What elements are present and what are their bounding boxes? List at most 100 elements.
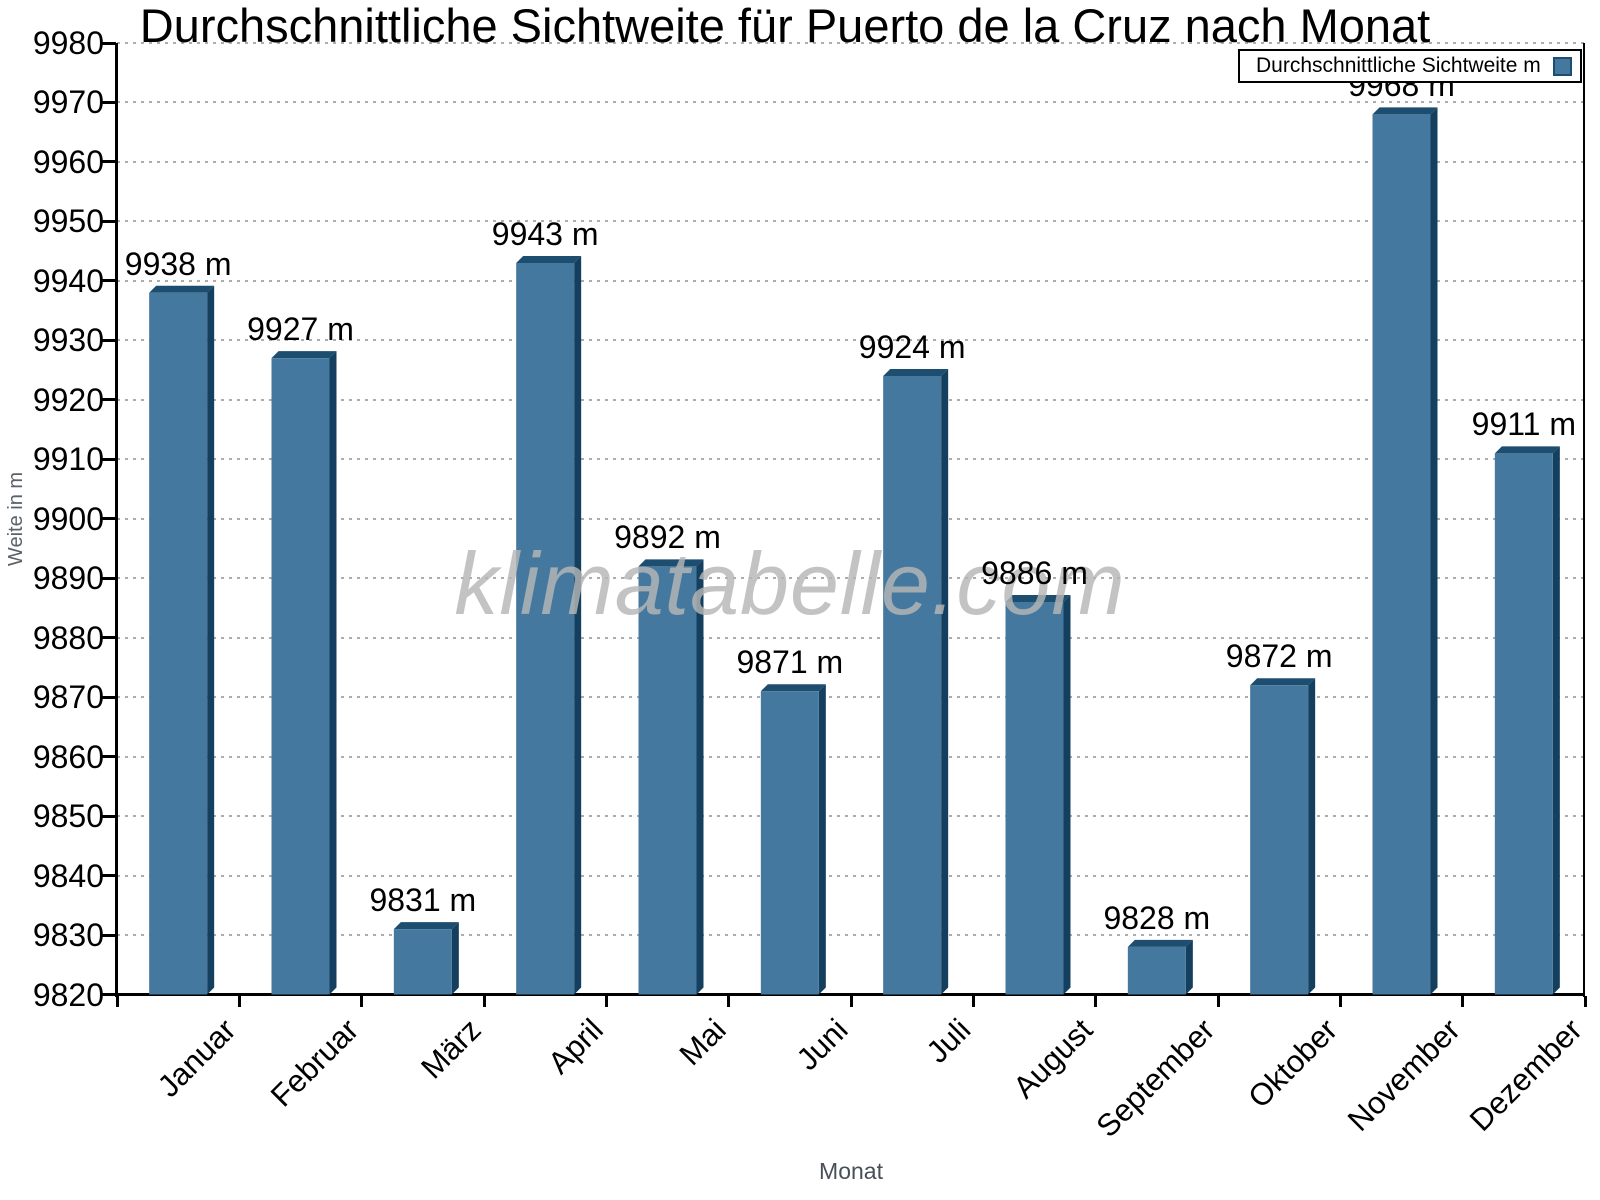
bar-front-face xyxy=(1372,114,1431,995)
gridline-9950 xyxy=(117,220,1585,223)
bar-front-face xyxy=(1250,685,1309,995)
bar-top-face xyxy=(760,684,826,692)
bar-value-label-marz: 9831 m xyxy=(369,882,477,919)
gridline-9930 xyxy=(117,339,1585,342)
bar-top-face xyxy=(271,351,337,359)
x-tick-4 xyxy=(604,996,608,1007)
plot-right-border xyxy=(1583,43,1585,997)
y-tick-9840 xyxy=(102,874,116,878)
bar-side-face xyxy=(1430,107,1438,995)
y-tick-9910 xyxy=(102,457,116,461)
bar-side-face xyxy=(1185,939,1193,995)
legend: Durchschnittliche Sichtweite m xyxy=(1238,49,1582,83)
bar-top-face xyxy=(1372,107,1438,115)
gridline-9900 xyxy=(117,517,1585,520)
bar-front-face xyxy=(1127,946,1186,995)
x-tick-label-februar: Februar xyxy=(263,1012,366,1114)
bar-value-label-mai: 9892 m xyxy=(614,519,721,556)
y-tick-label-9920: 9920 xyxy=(32,381,104,418)
bar-value-label-januar: 9938 m xyxy=(124,245,232,282)
x-tick-label-juli: Juli xyxy=(919,1012,977,1070)
y-tick-label-9980: 9980 xyxy=(32,25,104,61)
x-tick-label-september: September xyxy=(1089,1012,1222,1144)
bar-front-face xyxy=(393,929,452,995)
x-tick-label-oktober: Oktober xyxy=(1241,1012,1344,1115)
y-tick-9860 xyxy=(102,755,116,759)
gridline-9860 xyxy=(117,755,1585,758)
y-tick-9880 xyxy=(102,636,116,640)
x-tick-7 xyxy=(971,996,975,1007)
bar-value-label-februar: 9927 m xyxy=(247,311,354,348)
y-tick-label-9870: 9870 xyxy=(32,679,104,716)
x-tick-11 xyxy=(1461,996,1465,1007)
x-tick-label-juni: Juni xyxy=(789,1012,855,1077)
y-tick-label-9820: 9820 xyxy=(32,976,104,1013)
y-tick-label-9890: 9890 xyxy=(32,560,104,597)
x-tick-0 xyxy=(115,996,119,1007)
y-tick-label-9960: 9960 xyxy=(32,143,104,180)
y-tick-label-9860: 9860 xyxy=(32,738,104,775)
bar-januar xyxy=(149,285,215,995)
bar-value-label-oktober: 9872 m xyxy=(1225,638,1333,675)
y-tick-9890 xyxy=(102,576,116,580)
y-tick-label-9950: 9950 xyxy=(32,203,104,240)
bar-value-label-dezember: 9911 m xyxy=(1471,406,1576,443)
y-tick-9930 xyxy=(102,338,116,342)
y-tick-9950 xyxy=(102,219,116,223)
bar-top-face xyxy=(883,369,949,377)
bar-dezember xyxy=(1494,446,1560,995)
x-tick-label-marz: März xyxy=(414,1012,488,1086)
y-tick-label-9850: 9850 xyxy=(32,798,104,835)
x-tick-2 xyxy=(360,996,364,1007)
bar-top-face xyxy=(1250,678,1316,686)
gridline-9880 xyxy=(117,636,1585,639)
chart-title: Durchschnittliche Sichtweite für Puerto … xyxy=(139,0,1431,52)
y-tick-label-9970: 9970 xyxy=(32,84,104,121)
x-tick-6 xyxy=(849,996,853,1007)
bar-side-face xyxy=(574,256,582,995)
bar-september xyxy=(1127,939,1193,995)
bar-side-face xyxy=(818,684,826,995)
bar-juni xyxy=(760,684,826,995)
y-tick-label-9940: 9940 xyxy=(32,262,104,299)
x-tick-label-august: August xyxy=(1006,1012,1100,1105)
y-tick-9960 xyxy=(102,160,116,164)
x-tick-1 xyxy=(237,996,241,1007)
bar-marz xyxy=(393,922,459,995)
y-tick-9870 xyxy=(102,695,116,699)
y-tick-9830 xyxy=(102,933,116,937)
gridline-9940 xyxy=(117,279,1585,282)
y-tick-9850 xyxy=(102,814,116,818)
bar-side-face xyxy=(1552,446,1560,995)
bar-side-face xyxy=(1308,678,1316,995)
x-axis-line xyxy=(115,993,1585,996)
y-tick-9920 xyxy=(102,398,116,402)
y-tick-9940 xyxy=(102,279,116,283)
y-tick-label-9900: 9900 xyxy=(32,500,104,537)
bar-front-face xyxy=(1494,453,1553,995)
bar-side-face xyxy=(207,285,215,995)
bar-value-label-juni: 9871 m xyxy=(736,644,844,681)
y-tick-label-9880: 9880 xyxy=(32,619,104,656)
x-tick-label-november: November xyxy=(1340,1012,1467,1138)
bar-top-face xyxy=(638,559,704,567)
y-tick-9970 xyxy=(102,100,116,104)
bar-front-face xyxy=(638,566,697,995)
bar-front-face xyxy=(760,691,819,995)
y-axis-line xyxy=(115,43,118,997)
bar-side-face xyxy=(696,559,704,995)
gridline-9850 xyxy=(117,815,1585,818)
gridline-9870 xyxy=(117,696,1585,699)
x-tick-12 xyxy=(1583,996,1587,1007)
x-tick-9 xyxy=(1216,996,1220,1007)
gridline-9960 xyxy=(117,160,1585,163)
bar-top-face xyxy=(393,922,459,930)
x-tick-8 xyxy=(1094,996,1098,1007)
watermark: klimatabelle.com xyxy=(454,534,1126,633)
bar-value-label-april: 9943 m xyxy=(491,216,599,253)
bar-mai xyxy=(638,559,704,995)
y-tick-9900 xyxy=(102,517,116,521)
legend-swatch xyxy=(1553,56,1572,76)
bar-juli xyxy=(883,369,949,995)
